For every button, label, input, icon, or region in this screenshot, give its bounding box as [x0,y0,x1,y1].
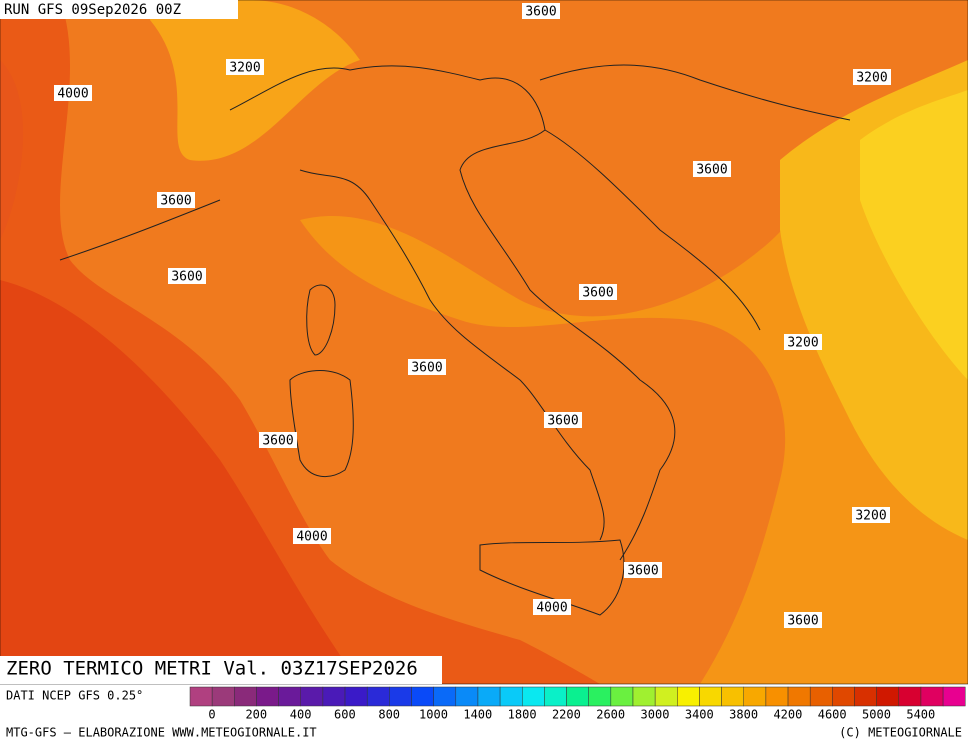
colorbar-label: 2200 [552,708,581,722]
colorbar-label: 3000 [641,708,670,722]
colorbar-label: 4600 [818,708,847,722]
contour-label: 3600 [696,163,727,178]
contour-label: 3200 [856,71,887,86]
colorbar-swatch [898,686,922,707]
colorbar-label: 600 [334,708,356,722]
colorbar-swatch [344,686,368,707]
colorbar-swatch [942,686,966,707]
contour-label-box [226,59,264,75]
colorbar-swatch [499,686,523,707]
colorbar-swatch [322,686,346,707]
contour-label-box [522,3,560,19]
colorbar-swatch [699,686,722,707]
colorbar-swatch [411,686,434,707]
colorbar-label: 3800 [729,708,758,722]
colorbar-swatch [787,686,811,707]
colorbar-label: 2600 [596,708,625,722]
contour-label: 3600 [160,194,191,209]
contour-label: 3600 [262,434,293,449]
contour-label-box [293,528,331,544]
contour-label: 3600 [411,361,442,376]
country-borders [59,64,851,616]
contour-labels: 3600 3200 4000 3200 3600 3600 3600 3600 3200 3600… [54,3,891,629]
colorbar-swatch [211,686,235,707]
colorbar-swatch [544,686,567,707]
title-box [0,656,442,684]
colorbar-swatch [854,686,877,707]
colorbar-label: 5000 [862,708,891,722]
colorbar-swatch [765,686,789,707]
copyright-label: (C) METEOGIORNALE [839,726,962,740]
contour-label-box [693,161,731,177]
contour-label-box [533,599,571,615]
colorbar-label: 200 [245,708,267,722]
colorbar-swatch [809,686,833,707]
contour-label: 3600 [547,414,578,429]
colorbar-label: 1400 [463,708,492,722]
contour-label-box [624,562,662,578]
contour-label: 3200 [787,336,818,351]
colorbar-swatch [654,686,678,707]
contour-label-box [579,284,617,300]
colorbar-label: 3400 [685,708,714,722]
contour-label-box [784,612,822,628]
colorbar-swatch [278,686,302,707]
colorbar-swatch [522,686,545,707]
contour-label-box [54,85,92,101]
colorbar-swatch [234,686,257,707]
contour-label-box [852,507,890,523]
map-background [0,0,968,685]
colorbar-swatch [566,686,589,707]
colorbar-label: 0 [208,708,215,722]
colorbar-swatch [721,686,744,707]
contour-label-box [853,69,891,85]
run-box [0,0,238,19]
colorbar-swatch [256,686,279,707]
credit-label: MTG-GFS — ELABORAZIONE WWW.METEOGIORNALE… [6,726,317,740]
colorbar-label: 1800 [508,708,537,722]
contour-label-box [168,268,206,284]
contour-label: 3600 [171,270,202,285]
colorbar-swatch [743,686,767,707]
colorbar-swatch [189,686,213,707]
colorbar-label: 800 [378,708,400,722]
colorbar-swatch [876,686,900,707]
contour-label: 4000 [296,530,327,545]
contour-label: 4000 [536,601,567,616]
colorbar-label: 4200 [773,708,802,722]
contour-label: 3200 [855,509,886,524]
contour-label: 4000 [57,87,88,102]
colorbar-label: 1000 [419,708,448,722]
colorbar-swatch [610,686,634,707]
colorbar-swatch [832,686,855,707]
colorbar-label: 5400 [906,708,935,722]
contour-label: 3600 [787,614,818,629]
contour-label: 3200 [229,61,260,76]
contour-label: 3600 [525,5,556,20]
colorbar-swatch [389,686,412,707]
run-label: RUN GFS 09Sep2026 00Z [4,2,181,18]
colorbar-swatch [433,686,457,707]
contour-label-box [544,412,582,428]
contour-label-box [157,192,195,208]
colorbar-swatch [632,686,656,707]
source-label: DATI NCEP GFS 0.25° [6,689,143,703]
colorbar-swatch [477,686,501,707]
colorbar-swatch [300,686,324,707]
map-title: ZERO TERMICO METRI Val. 03Z17SEP2026 [6,658,418,680]
colorbar-swatch [366,686,390,707]
colorbar-label: 400 [290,708,312,722]
colorbar-swatch [588,686,612,707]
contour-label-box [408,359,446,375]
colorbar-swatch [920,686,944,707]
contour-label-box [259,432,297,448]
colorbar: 0 200 400 600 800 1000 1400 1800 2200 2600 3000 340… [189,686,966,722]
colorbar-swatch [455,686,479,707]
contour-label: 3600 [627,564,658,579]
contour-label-box [784,334,822,350]
contour-label: 3600 [582,286,613,301]
colorbar-swatch [677,686,700,707]
